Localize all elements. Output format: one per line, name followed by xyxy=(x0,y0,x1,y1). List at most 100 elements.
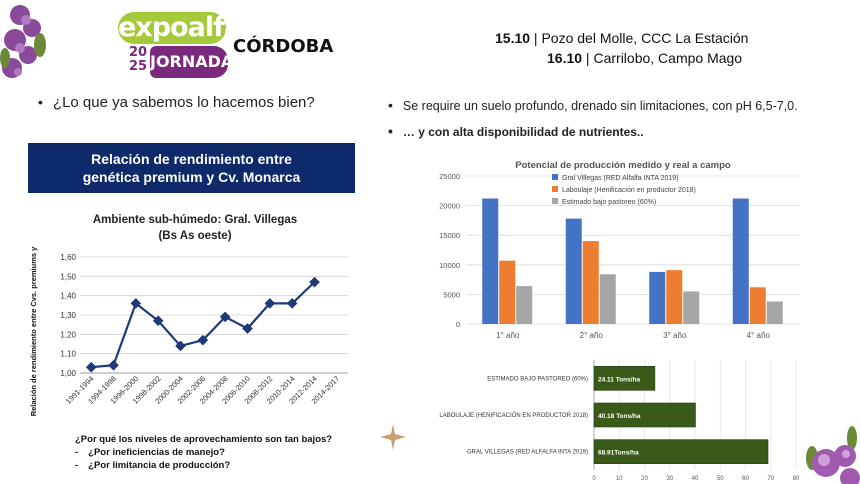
bar-y-tick-label: 10000 xyxy=(439,261,460,270)
line-point xyxy=(309,276,320,288)
line-y-axis-label: Relación de rendimiento entre Cvs. premi… xyxy=(29,245,38,416)
banner-line-1: Relación de rendimiento entre xyxy=(91,151,292,167)
line-y-tick-label: 1,30 xyxy=(60,311,76,320)
right-bullet-2-text: … y con alta disponibilidad de nutriente… xyxy=(402,125,644,139)
flower-decoration-top-left xyxy=(0,5,46,78)
hbar-x-tick-label: 40 xyxy=(692,476,699,482)
logo-year-top: 20 xyxy=(128,45,148,60)
bullet-dot-icon: • xyxy=(38,94,43,110)
hbar-x-tick-label: 70 xyxy=(767,476,774,482)
legend-swatch xyxy=(552,198,558,204)
line-point xyxy=(85,361,97,373)
right-bullet-2: • … y con alta disponibilidad de nutrient… xyxy=(388,123,644,139)
bar xyxy=(565,218,582,324)
chart-banner: Relación de rendimiento entre genética pr… xyxy=(28,143,355,193)
logo-expoalfa: expoalfa xyxy=(118,12,242,44)
bar-chart: Potencial de producción medido y real a … xyxy=(439,160,800,340)
event-date-2: 16.10 xyxy=(547,50,583,66)
question-item-2: - ¿Por limitancia de producción? xyxy=(75,460,230,471)
bar xyxy=(766,301,783,324)
hbar-x-tick-label: 80 xyxy=(793,476,800,482)
star-decoration-icon xyxy=(380,424,406,450)
line-y-tick-label: 1,20 xyxy=(60,330,76,339)
bar xyxy=(482,198,499,324)
line-point xyxy=(197,334,209,346)
legend-label: Laboulaje (Henificación en productor 201… xyxy=(562,187,696,194)
line-series xyxy=(91,281,316,369)
line-point xyxy=(219,311,231,323)
bar-y-tick-label: 15000 xyxy=(439,231,460,240)
hbar xyxy=(593,366,656,391)
question-item-2-text: ¿Por limitancia de producción? xyxy=(88,460,231,471)
legend-swatch xyxy=(552,186,558,192)
right-bullet-1-text: Se require un suelo profundo, drenado si… xyxy=(402,99,798,113)
hbar xyxy=(593,439,769,464)
line-point xyxy=(175,340,186,352)
bar xyxy=(649,271,666,324)
right-bullet-1: • Se require un suelo profundo, drenado s… xyxy=(388,97,798,113)
bar xyxy=(599,274,616,324)
event-line-1: 15.10 | Pozo del Molle, CCC La Estación xyxy=(495,30,748,46)
line-chart-title: Ambiente sub-húmedo: Gral. Villegas xyxy=(92,214,298,226)
bar xyxy=(582,241,599,324)
line-point xyxy=(242,323,253,334)
line-point xyxy=(108,359,119,371)
bar-chart-title: Potencial de producción medido y real a … xyxy=(515,160,731,171)
line-chart-title-block: Ambiente sub-húmedo: Gral. Villegas (Bs A… xyxy=(70,212,320,244)
hbar-category-label: LABOULAJE (HENIFICACIÓN EN PRODUCTOR 201… xyxy=(439,412,588,419)
logo-jornada: JORNADA xyxy=(150,46,234,78)
hbar xyxy=(593,402,696,428)
line-point xyxy=(286,298,298,309)
left-bullet: • ¿Lo que ya sabemos lo hacemos bien? xyxy=(38,94,315,111)
logo-expo-text: expoalfa xyxy=(118,12,242,43)
hbar-data-label: 68.91Tons/ha xyxy=(598,450,639,457)
legend-swatch xyxy=(552,174,558,180)
hbar-category-label: GRAL VILLEGAS (RED ALFALFA INTA 2019) xyxy=(467,450,588,456)
bar xyxy=(666,270,683,324)
question-dash: - xyxy=(75,447,79,458)
line-y-tick-label: 1,40 xyxy=(60,292,76,301)
question-main: ¿Por qué los niveles de aprovechamiento … xyxy=(75,434,333,445)
line-y-tick-label: 1,00 xyxy=(60,369,76,378)
bar-x-tick-label: 4° año xyxy=(747,331,771,340)
question-item-1: - ¿Por ineficiencias de manejo? xyxy=(75,447,225,458)
event-date-1: 15.10 xyxy=(495,30,531,46)
bar-y-tick-label: 5000 xyxy=(443,290,460,299)
bar-x-tick-label: 1° año xyxy=(496,331,520,340)
bullet-dot-icon: • xyxy=(388,123,393,139)
bar xyxy=(683,291,700,324)
hbar-data-label: 40.18 Tons/ha xyxy=(598,413,641,420)
line-point xyxy=(130,298,142,309)
horizontal-bar-chart: 0 10 20 30 40 50 60 70 80 24.11 Tons/ha ESTIMADO B… xyxy=(439,360,800,482)
line-chart-subtitle: (Bs As oeste) xyxy=(158,230,232,242)
bar-x-tick-label: 3° año xyxy=(663,331,687,340)
hbar-x-tick-label: 20 xyxy=(641,476,648,482)
legend-label: Estimado bajo pastoreo (60%) xyxy=(562,199,656,206)
hbar-data-label: 24.11 Tons/ha xyxy=(598,376,641,383)
bullet-dot-icon: • xyxy=(388,97,393,113)
line-point xyxy=(152,315,164,327)
bar xyxy=(499,260,516,324)
line-point xyxy=(264,298,276,309)
line-y-tick-label: 1,60 xyxy=(60,253,76,262)
logo-year: 20 25 xyxy=(128,46,148,74)
logo-year-bottom: 25 xyxy=(128,59,148,74)
banner-line-2: genética premium y Cv. Monarca xyxy=(82,169,301,185)
event-place-2: Carrilobo, Campo Mago xyxy=(593,50,743,66)
flower-decoration-bottom-right xyxy=(806,426,860,484)
line-y-tick-label: 1,10 xyxy=(60,350,76,359)
bar xyxy=(732,198,749,324)
line-y-tick-label: 1,50 xyxy=(60,272,76,281)
event-place-1: Pozo del Molle, CCC La Estación xyxy=(541,30,749,46)
hbar-x-tick-label: 50 xyxy=(717,476,724,482)
question-dash: - xyxy=(75,460,79,471)
hbar-category-label: ESTIMADO BAJO PASTOREO (60%) xyxy=(487,376,588,382)
event-separator-2: | xyxy=(582,50,594,66)
event-separator-1: | xyxy=(530,30,542,46)
legend-label: Gral Villegas (RED Alfalfa INTA 2019) xyxy=(562,175,678,182)
hbar-x-tick-label: 30 xyxy=(666,476,673,482)
city-title: CÓRDOBA xyxy=(233,36,334,57)
logo-jornada-text: JORNADA xyxy=(150,52,234,71)
left-bullet-text: ¿Lo que ya sabemos lo hacemos bien? xyxy=(52,94,315,111)
bar xyxy=(749,287,766,324)
